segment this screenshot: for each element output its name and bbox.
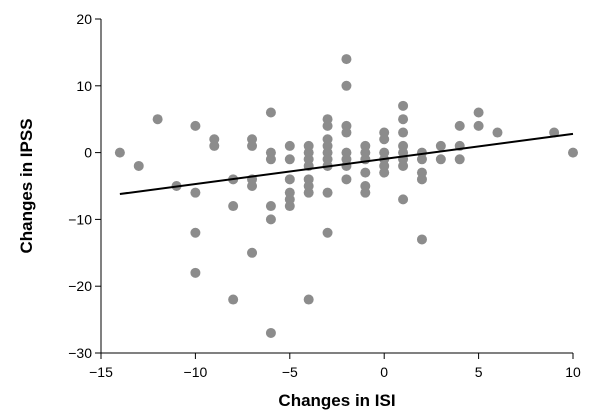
x-tick-label: 10 <box>565 364 581 380</box>
data-point <box>322 187 333 198</box>
x-axis-ticks: −15 −10 −5 0 5 10 <box>89 353 581 380</box>
data-point <box>284 201 295 212</box>
data-point <box>247 181 258 191</box>
data-point <box>341 80 352 91</box>
data-point <box>265 327 276 338</box>
y-axis-title: Changes in IPSS <box>17 118 36 253</box>
x-tick-label: −15 <box>89 364 113 380</box>
x-tick-label: 0 <box>380 364 388 380</box>
data-point <box>247 140 258 151</box>
data-point <box>228 294 239 305</box>
data-point <box>303 294 314 305</box>
data-point <box>473 120 484 131</box>
data-points <box>114 54 578 338</box>
data-point <box>265 214 276 225</box>
data-point <box>360 187 371 198</box>
data-point <box>190 267 201 278</box>
data-point <box>322 120 333 131</box>
y-tick-label: 10 <box>76 78 92 94</box>
data-point <box>228 201 239 212</box>
data-point <box>416 154 427 165</box>
x-tick-label: −5 <box>282 364 298 380</box>
data-point <box>416 234 427 245</box>
data-point <box>284 174 295 185</box>
data-point <box>473 107 484 118</box>
data-point <box>492 127 503 138</box>
data-point <box>398 114 409 125</box>
data-point <box>398 160 409 171</box>
data-point <box>341 160 352 171</box>
data-point <box>454 154 465 165</box>
y-tick-label: 20 <box>76 11 92 27</box>
data-point <box>454 120 465 131</box>
data-point <box>341 54 352 65</box>
data-point <box>379 134 390 145</box>
data-point <box>398 194 409 205</box>
plot-area <box>114 54 578 338</box>
data-point <box>303 187 314 198</box>
data-point <box>247 247 258 258</box>
data-point <box>435 140 446 151</box>
data-point <box>341 174 352 185</box>
x-tick-label: −10 <box>184 364 208 380</box>
y-tick-label: −20 <box>68 278 92 294</box>
data-point <box>190 227 201 238</box>
data-point <box>398 127 409 138</box>
data-point <box>284 154 295 165</box>
y-tick-label: 0 <box>84 145 92 161</box>
y-axis-ticks: −30 −20 −10 0 10 20 <box>68 11 101 361</box>
data-point <box>379 167 390 178</box>
data-point <box>416 174 427 185</box>
data-point <box>398 100 409 111</box>
data-point <box>284 140 295 151</box>
x-axis-title: Changes in ISI <box>278 391 395 410</box>
data-point <box>435 154 446 165</box>
data-point <box>265 154 276 165</box>
data-point <box>190 120 201 131</box>
data-point <box>114 147 125 158</box>
data-point <box>152 114 163 125</box>
data-point <box>133 160 144 171</box>
data-point <box>190 187 201 198</box>
data-point <box>209 140 220 151</box>
trend-line <box>119 132 574 196</box>
data-point <box>265 107 276 118</box>
x-tick-label: 5 <box>475 364 483 380</box>
y-tick-label: −30 <box>68 345 92 361</box>
data-point <box>360 167 371 178</box>
data-point <box>568 147 578 158</box>
data-point <box>265 201 276 212</box>
y-tick-label: −10 <box>68 211 92 227</box>
data-point <box>341 127 352 138</box>
data-point <box>549 127 560 138</box>
data-point <box>322 227 333 238</box>
